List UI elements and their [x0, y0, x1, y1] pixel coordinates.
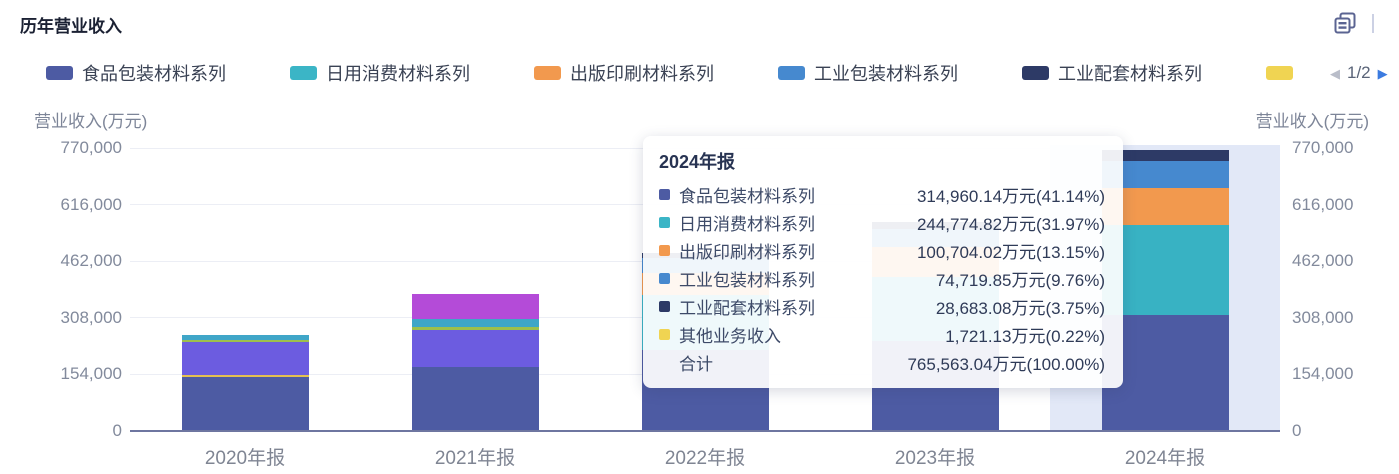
legend-next-page-icon[interactable]: ▶: [1377, 65, 1388, 81]
bar-segment-其他业务收入[interactable]: [181, 374, 309, 377]
y-tick-label-right: 770,000: [1292, 138, 1354, 157]
legend-pager: ◀ 1/2 ▶: [1330, 63, 1388, 83]
tooltip-series-value: 1,721.13万元(0.22%): [945, 326, 1105, 346]
x-tick-label-2020年报: 2020年报: [204, 448, 286, 469]
legend-swatch: [1266, 66, 1293, 80]
bar-segment-系列(第2页)-黄绿[interactable]: [411, 327, 539, 331]
legend: 食品包装材料系列 日用消费材料系列 出版印刷材料系列 工业包装材料系列 工业配套材料系列…: [46, 60, 1388, 86]
tooltip-row-合计: 合计 765,563.04万元(100.00%): [659, 348, 1105, 376]
tooltip-row-食品包装材料系列: 食品包装材料系列 314,960.14万元(41.14%): [659, 180, 1105, 208]
bar-segment-其他业务收入[interactable]: [1101, 149, 1229, 151]
tooltip-series-label: 合计: [679, 354, 713, 374]
y-tick-label-left: 154,000: [60, 364, 122, 384]
tooltip-row-工业包装材料系列: 工业包装材料系列 74,719.85万元(9.76%): [659, 264, 1105, 292]
y-tick-label-right: 462,000: [1292, 251, 1354, 271]
legend-label: 出版印刷材料系列: [570, 64, 714, 84]
legend-item-unlabeled-5[interactable]: [1266, 66, 1302, 80]
tooltip-series-label: 日用消费材料系列: [679, 214, 815, 234]
legend-swatch: [1022, 66, 1049, 80]
legend-label: 食品包装材料系列: [82, 64, 226, 84]
tooltip-row-日用消费材料系列: 日用消费材料系列 244,774.82万元(31.97%): [659, 208, 1105, 236]
legend-swatch: [778, 66, 805, 80]
legend-label: 日用消费材料系列: [326, 64, 470, 84]
tooltip-series-swatch: [659, 300, 670, 312]
legend-swatch: [46, 66, 73, 80]
tooltip-series-label: 工业包装材料系列: [679, 270, 815, 290]
bar-segment-系列(第2页)-紫[interactable]: [181, 341, 309, 375]
x-tick-label-2024年报: 2024年报: [1124, 448, 1206, 469]
tooltip-title: 2024年报: [659, 152, 736, 172]
y-tick-label-left: 462,000: [60, 251, 122, 271]
bar-segment-日用消费材料系列[interactable]: [181, 334, 309, 340]
x-axis-line: [130, 430, 1280, 432]
tooltip-row-其他业务收入: 其他业务收入 1,721.13万元(0.22%): [659, 320, 1105, 348]
bar-segment-系列(第2页)-品红[interactable]: [411, 293, 539, 319]
bar-2020年报[interactable]: [181, 334, 309, 431]
bar-segment-日用消费材料系列[interactable]: [411, 318, 539, 328]
bar-segment-食品包装材料系列[interactable]: [411, 367, 539, 431]
y-tick-label-left: 0: [112, 421, 122, 440]
bar-segment-工业配套材料系列[interactable]: [1101, 150, 1229, 161]
y-tick-label-left: 616,000: [60, 194, 122, 214]
tooltip-rows: 食品包装材料系列 314,960.14万元(41.14%) 日用消费材料系列 244,…: [659, 180, 1105, 376]
tooltip-series-label: 食品包装材料系列: [679, 186, 815, 206]
bar-2021年报[interactable]: [411, 293, 539, 431]
tooltip-series-swatch: [659, 188, 670, 200]
y-tick-label-left: 308,000: [60, 307, 122, 327]
chart-tooltip: 2024年报 食品包装材料系列 314,960.14万元(41.14%) 日用消费材…: [643, 136, 1123, 388]
chart-title: 历年营业收入: [20, 17, 122, 36]
bar-segment-食品包装材料系列[interactable]: [181, 376, 309, 431]
tooltip-series-swatch: [659, 328, 670, 340]
legend-item-食品包装材料系列[interactable]: 食品包装材料系列: [46, 60, 226, 86]
legend-item-出版印刷材料系列[interactable]: 出版印刷材料系列: [534, 60, 714, 86]
tooltip-series-value: 244,774.82万元(31.97%): [916, 214, 1105, 234]
tooltip-series-swatch: [659, 244, 670, 256]
bar-segment-系列(第2页)-黄绿[interactable]: [181, 339, 309, 342]
y-tick-label-left: 770,000: [60, 138, 122, 157]
x-tick-label-2023年报: 2023年报: [894, 448, 976, 469]
tooltip-row-工业配套材料系列: 工业配套材料系列 28,683.08万元(3.75%): [659, 292, 1105, 320]
legend-label: 工业配套材料系列: [1058, 64, 1202, 84]
tooltip-row-出版印刷材料系列: 出版印刷材料系列 100,704.02万元(13.15%): [659, 236, 1105, 264]
tooltip-series-value: 314,960.14万元(41.14%): [916, 186, 1105, 206]
legend-prev-page-icon[interactable]: ◀: [1330, 65, 1340, 81]
tooltip-series-label: 出版印刷材料系列: [679, 242, 815, 262]
tooltip-swatch-placeholder: [659, 357, 670, 368]
tooltip-series-label: 工业配套材料系列: [679, 298, 815, 318]
legend-label: 工业包装材料系列: [814, 64, 958, 84]
x-tick-label-2022年报: 2022年报: [664, 448, 746, 469]
chart-toolbox: [1334, 12, 1374, 34]
tooltip-series-swatch: [659, 272, 670, 284]
legend-item-日用消费材料系列[interactable]: 日用消费材料系列: [290, 60, 470, 86]
tooltip-series-label: 其他业务收入: [679, 326, 781, 346]
y-axis-name-left: 营业收入(万元): [34, 112, 148, 131]
tooltip-series-value: 100,704.02万元(13.15%): [916, 242, 1105, 262]
tooltip-series-value: 765,563.04万元(100.00%): [907, 354, 1105, 374]
y-tick-label-right: 0: [1292, 421, 1302, 440]
y-axis-name-right: 营业收入(万元): [1255, 112, 1369, 131]
legend-swatch: [534, 66, 561, 80]
legend-swatch: [290, 66, 317, 80]
tooltip-series-value: 28,683.08万元(3.75%): [935, 298, 1105, 318]
y-tick-label-right: 616,000: [1292, 194, 1354, 214]
tooltip-series-value: 74,719.85万元(9.76%): [935, 270, 1105, 290]
x-tick-label-2021年报: 2021年报: [434, 448, 516, 469]
y-tick-label-right: 154,000: [1292, 364, 1354, 384]
toolbox-divider: [1372, 13, 1374, 33]
legend-item-工业配套材料系列[interactable]: 工业配套材料系列: [1022, 60, 1202, 86]
legend-page-indicator: 1/2: [1347, 63, 1371, 82]
tooltip-series-swatch: [659, 216, 670, 228]
bar-segment-系列(第2页)-紫[interactable]: [411, 330, 539, 368]
y-tick-label-right: 308,000: [1292, 307, 1354, 327]
data-view-icon[interactable]: [1334, 12, 1356, 34]
legend-item-工业包装材料系列[interactable]: 工业包装材料系列: [778, 60, 958, 86]
